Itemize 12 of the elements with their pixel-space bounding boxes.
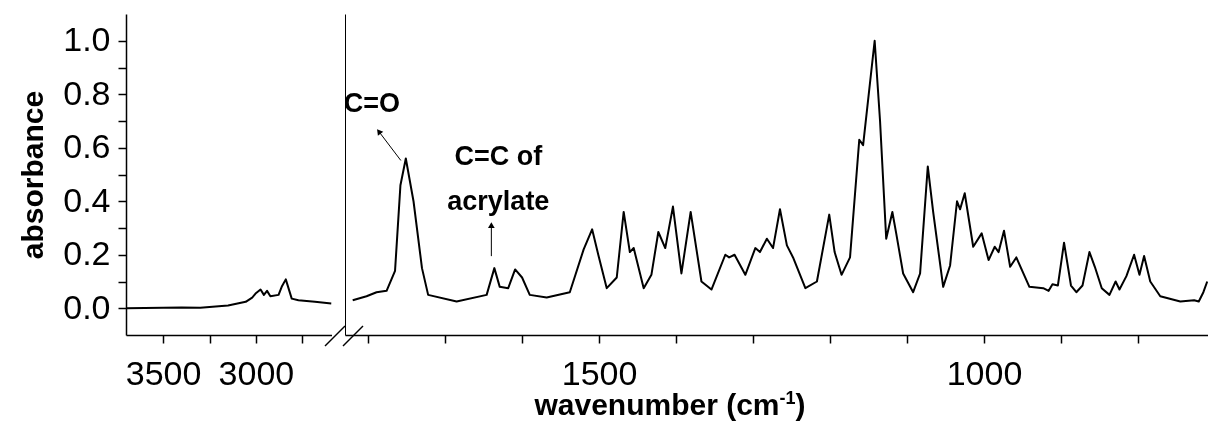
y-tick-label: 0.6 xyxy=(63,127,111,166)
annotation: C=C of acrylate xyxy=(447,141,550,217)
y-axis-title: absorbance xyxy=(16,90,50,260)
annotation: C=O xyxy=(343,88,400,119)
y-tick-label: 1.0 xyxy=(63,20,111,59)
x-tick-label: 3000 xyxy=(218,353,295,392)
y-tick-label: 0.4 xyxy=(63,180,111,219)
y-tick-label: 0.2 xyxy=(63,234,111,273)
x-tick-label: 3500 xyxy=(125,353,202,392)
x-tick-label: 1000 xyxy=(946,353,1023,392)
y-tick-label: 0.8 xyxy=(63,73,111,112)
y-tick-label: 0.0 xyxy=(63,287,111,326)
